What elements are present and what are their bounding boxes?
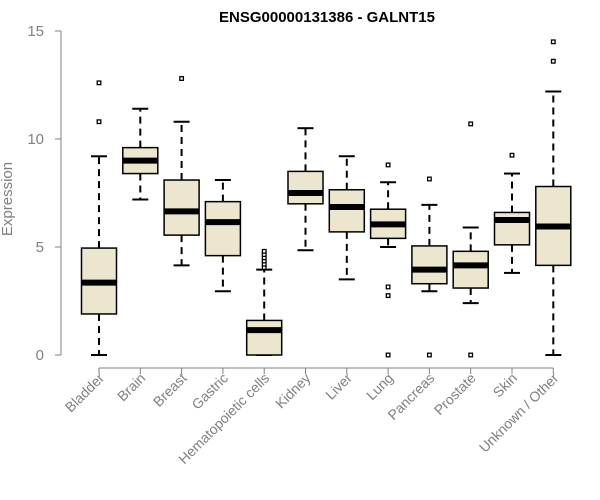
iqr-box [287,170,324,205]
x-tick-label: Brain [114,370,148,404]
box-5 [245,248,283,356]
outlier-point [96,119,102,125]
box-10 [452,121,489,358]
y-axis-label: Expression [0,162,16,236]
box-7 [328,155,366,281]
outlier-point [550,39,556,45]
box-2 [122,107,159,201]
box-3 [163,76,200,267]
y-tick-label: 5 [36,239,44,256]
iqr-box [163,179,200,236]
chart-title: ENSG00000131386 - GALNT15 [219,9,435,26]
x-tick-label: Skin [490,370,521,401]
box-8 [369,162,407,358]
box-1 [80,80,118,356]
x-tick-label: Breast [150,370,190,410]
y-tick-label: 10 [27,131,44,148]
outlier-point [179,76,185,81]
iqr-box [328,189,366,233]
iqr-box [452,250,489,289]
box-12 [535,39,572,356]
x-tick-label: Liver [322,370,355,403]
outlier-point [468,352,474,358]
box-9 [411,176,448,358]
y-tick-label: 15 [27,23,44,40]
iqr-box [204,200,242,257]
x-tick-label: Kidney [272,370,314,412]
y-tick-label: 0 [36,347,44,364]
outlier-point [509,152,515,158]
x-tick-label: Prostate [431,370,479,418]
outlier-point [468,121,474,127]
box-4 [204,179,242,293]
iqr-box [245,319,283,356]
box-11 [493,152,531,274]
x-tick-label: Bladder [62,370,108,416]
boxes [80,39,572,358]
axes: 0 5 10 15 [27,23,62,364]
box-6 [287,127,324,252]
outlier-point [261,248,267,254]
outlier-point [385,162,391,168]
x-tick-label: Lung [363,370,396,403]
outlier-point [550,58,556,64]
outlier-point [426,176,432,182]
outlier-point [385,284,391,290]
iqr-box [411,245,448,285]
outlier-point [96,80,102,86]
outlier-point [385,352,391,358]
outlier-point [426,352,432,358]
outlier-point [385,293,391,299]
